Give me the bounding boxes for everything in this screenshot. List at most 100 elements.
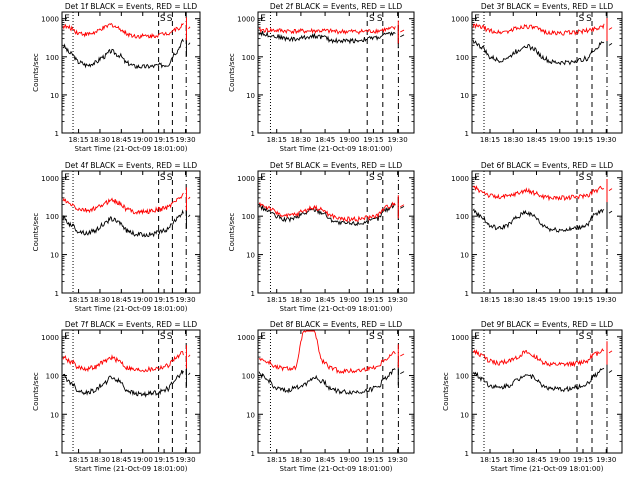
marker-label-e: E bbox=[260, 332, 266, 342]
x-tick-label: 19:00 bbox=[133, 296, 153, 304]
x-tick-label: 19:15 bbox=[573, 296, 593, 304]
y-tick-label: 100 bbox=[46, 54, 59, 62]
y-tick-label: 100 bbox=[46, 373, 59, 381]
y-tick-label: 1000 bbox=[451, 334, 469, 342]
series-tail-lld bbox=[188, 196, 191, 200]
series-tail-events bbox=[188, 372, 191, 376]
marker-label-s: S bbox=[579, 14, 585, 24]
x-axis-label: Start Time (21-Oct-09 18:01:00) bbox=[280, 465, 393, 473]
chart-title: Det 7f BLACK = Events, RED = LLD bbox=[65, 320, 198, 329]
y-tick-label: 1 bbox=[55, 450, 59, 458]
x-tick-label: 19:00 bbox=[133, 456, 153, 464]
x-tick-label: 19:00 bbox=[133, 136, 153, 144]
x-tick-label: 19:00 bbox=[339, 296, 359, 304]
y-tick-label: 1 bbox=[251, 130, 255, 138]
marker-label-s: S bbox=[369, 332, 375, 342]
y-tick-label: 10 bbox=[246, 252, 255, 260]
y-tick-label: 1 bbox=[465, 290, 469, 298]
series-line-events bbox=[62, 209, 184, 238]
y-tick-label: 10 bbox=[246, 411, 255, 419]
series-tail-events bbox=[400, 205, 405, 209]
marker-label-s: S bbox=[586, 332, 592, 342]
marker-label-s: S bbox=[160, 332, 166, 342]
series-tail-lld bbox=[400, 29, 405, 33]
y-tick-label: 1000 bbox=[237, 334, 255, 342]
x-tick-label: 18:30 bbox=[291, 136, 311, 144]
plot-frame bbox=[61, 329, 201, 454]
x-tick-label: 19:00 bbox=[550, 136, 570, 144]
chart-title: Det 3f BLACK = Events, RED = LLD bbox=[481, 2, 614, 11]
x-tick-label: 19:15 bbox=[154, 136, 174, 144]
marker-label-e: E bbox=[260, 173, 266, 183]
series-tail-events bbox=[400, 34, 405, 38]
x-tick-label: 19:30 bbox=[175, 456, 195, 464]
x-tick-label: 18:15 bbox=[68, 456, 88, 464]
x-tick-label: 18:45 bbox=[111, 296, 131, 304]
x-tick-label: 18:30 bbox=[291, 296, 311, 304]
plot-frame bbox=[471, 329, 623, 454]
series-tail-lld bbox=[400, 204, 405, 208]
x-tick-label: 19:00 bbox=[339, 456, 359, 464]
y-tick-label: 10 bbox=[50, 252, 59, 260]
x-tick-label: 18:30 bbox=[503, 296, 523, 304]
x-tick-label: 19:30 bbox=[388, 456, 408, 464]
x-tick-label: 18:30 bbox=[90, 136, 110, 144]
marker-label-s: S bbox=[167, 332, 173, 342]
plot-frame bbox=[257, 11, 415, 134]
x-axis-label: Start Time (21-Oct-09 18:01:00) bbox=[280, 145, 393, 153]
x-tick-label: 18:15 bbox=[267, 456, 287, 464]
chart-title: Det 6f BLACK = Events, RED = LLD bbox=[481, 161, 614, 170]
x-tick-label: 18:15 bbox=[68, 296, 88, 304]
x-tick-label: 18:30 bbox=[90, 456, 110, 464]
y-tick-label: 10 bbox=[50, 92, 59, 100]
series-line-events bbox=[472, 367, 605, 393]
x-tick-label: 18:30 bbox=[291, 456, 311, 464]
series-tail-events bbox=[188, 214, 191, 218]
x-tick-label: 18:15 bbox=[480, 456, 500, 464]
x-tick-label: 19:30 bbox=[388, 296, 408, 304]
plot-frame bbox=[471, 11, 623, 134]
x-tick-label: 19:15 bbox=[573, 136, 593, 144]
marker-label-s: S bbox=[369, 173, 375, 183]
y-tick-label: 100 bbox=[242, 213, 255, 221]
series-tail-lld bbox=[608, 350, 613, 354]
y-tick-label: 1 bbox=[251, 450, 255, 458]
y-tick-label: 1 bbox=[465, 450, 469, 458]
series-tail-lld bbox=[608, 27, 613, 30]
x-tick-label: 18:30 bbox=[503, 456, 523, 464]
series-line-lld bbox=[62, 351, 184, 373]
y-tick-label: 1 bbox=[465, 130, 469, 138]
chart-title: Det 9f BLACK = Events, RED = LLD bbox=[481, 320, 614, 329]
marker-label-s: S bbox=[167, 14, 173, 24]
y-tick-label: 100 bbox=[456, 54, 469, 62]
chart-title: Det 4f BLACK = Events, RED = LLD bbox=[65, 161, 198, 170]
y-tick-label: 100 bbox=[242, 373, 255, 381]
chart-title: Det 2f BLACK = Events, RED = LLD bbox=[270, 2, 403, 11]
y-tick-label: 1000 bbox=[451, 175, 469, 183]
chart-title: Det 5f BLACK = Events, RED = LLD bbox=[270, 161, 403, 170]
marker-label-s: S bbox=[586, 173, 592, 183]
x-tick-label: 19:15 bbox=[154, 456, 174, 464]
series-tail-events bbox=[400, 371, 405, 375]
x-tick-label: 19:30 bbox=[388, 136, 408, 144]
marker-label-e: E bbox=[474, 332, 480, 342]
x-tick-label: 18:45 bbox=[111, 136, 131, 144]
marker-label-s: S bbox=[586, 14, 592, 24]
series-line-lld bbox=[258, 26, 396, 35]
x-tick-label: 19:15 bbox=[363, 296, 383, 304]
x-tick-label: 18:30 bbox=[503, 136, 523, 144]
marker-label-s: S bbox=[369, 14, 375, 24]
y-axis-label: Counts/sec bbox=[442, 372, 450, 411]
y-tick-label: 1 bbox=[55, 290, 59, 298]
y-tick-label: 1000 bbox=[41, 16, 59, 24]
x-tick-label: 19:30 bbox=[596, 296, 616, 304]
series-line-lld bbox=[472, 22, 605, 36]
series-line-lld bbox=[258, 330, 396, 375]
x-tick-label: 19:15 bbox=[363, 136, 383, 144]
series-tail-events bbox=[188, 42, 191, 45]
x-tick-label: 18:15 bbox=[68, 136, 88, 144]
x-tick-label: 19:00 bbox=[339, 136, 359, 144]
y-tick-label: 100 bbox=[456, 373, 469, 381]
y-tick-label: 1000 bbox=[41, 334, 59, 342]
